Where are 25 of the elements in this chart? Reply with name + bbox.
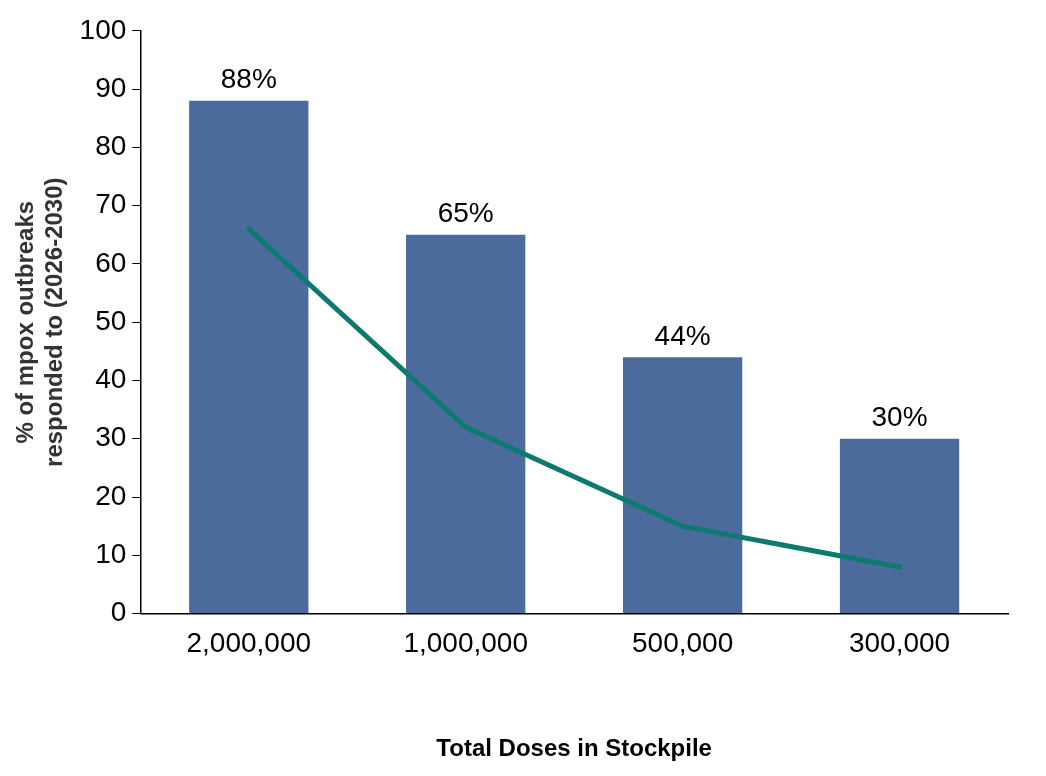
y-tick-label: 0 [110,596,127,628]
y-tick-label: 90 [95,71,127,103]
y-tick-label: 10 [95,538,127,570]
data-label: 65% [437,197,494,229]
data-label: 44% [654,319,711,351]
x-axis-title: Total Doses in Stockpile [436,734,712,762]
y-tick-label: 100 [79,13,127,45]
y-axis-title: % of mpox outbreaks responded to (2026-2030) [11,177,67,467]
data-label: 30% [871,401,928,433]
x-tick-label: 1,000,000 [403,627,528,659]
x-tick-label: 2,000,000 [186,627,312,659]
bar [406,234,526,614]
y-tick-label: 70 [95,188,127,220]
y-tick-label: 20 [95,479,127,511]
bar [189,100,309,614]
y-tick-label: 80 [95,130,127,162]
x-tick-label: 300,000 [848,627,951,659]
y-tick-label: 30 [95,421,127,453]
bar [839,438,960,614]
y-tick-label: 50 [95,304,127,336]
data-label: 88% [220,63,277,95]
y-tick-label: 60 [95,246,127,278]
bar [622,357,743,614]
y-tick-label: 40 [95,363,127,395]
x-tick-label: 500,000 [632,627,734,659]
